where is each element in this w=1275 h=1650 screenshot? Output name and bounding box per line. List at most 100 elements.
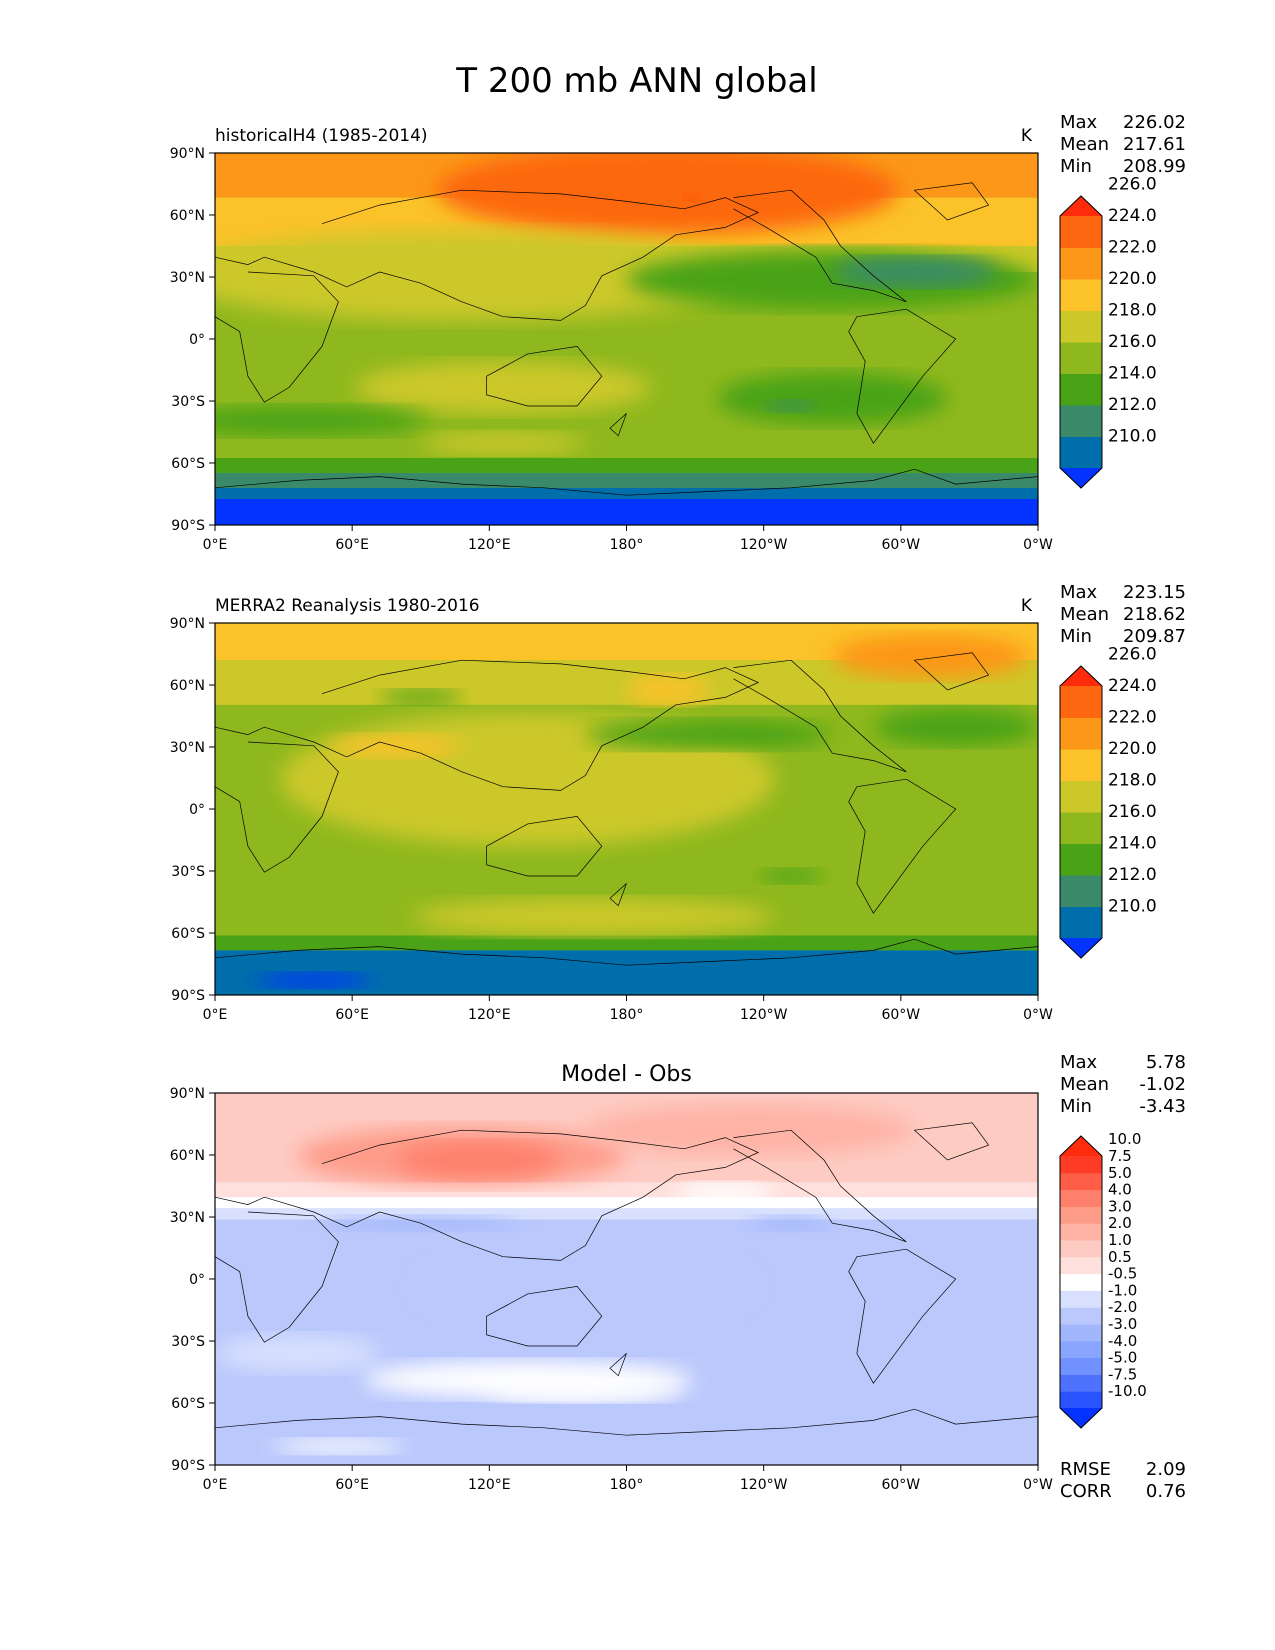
colorbar-label: 214.0 <box>1108 364 1157 384</box>
lat-tick-label: 60°N <box>170 208 205 224</box>
colorbar-label: 224.0 <box>1108 206 1157 226</box>
colorbar-extend-max <box>1060 1136 1102 1156</box>
colorbar-label: 216.0 <box>1108 332 1157 352</box>
field-blob <box>412 898 775 936</box>
coastline <box>609 1353 627 1377</box>
coastline <box>214 1211 339 1343</box>
colorbar-label: 216.0 <box>1108 802 1157 822</box>
colorbar-swatch <box>1060 1156 1102 1174</box>
colorbar-label: 220.0 <box>1108 269 1157 289</box>
field-blob <box>832 634 1030 679</box>
stat-value: 5.78 <box>1146 1052 1186 1073</box>
lon-tick-label: 0°W <box>1023 1007 1053 1023</box>
colorbar: -10.0-7.5-5.0-4.0-3.0-2.0-1.0-0.50.51.02… <box>1059 1130 1147 1429</box>
field-blob <box>675 1182 775 1205</box>
lon-tick-label: 120°W <box>740 537 788 553</box>
stat-label: Max <box>1060 112 1098 133</box>
colorbar-label: -10.0 <box>1108 1382 1147 1400</box>
field-blob <box>215 1334 380 1372</box>
colorbar-swatch <box>1060 906 1102 939</box>
lon-tick-label: 0°W <box>1023 1477 1053 1493</box>
lat-tick-label: 90°N <box>170 1086 205 1102</box>
field-blob <box>437 153 899 235</box>
lat-tick-label: 0° <box>189 332 205 348</box>
colorbar-swatch <box>1060 1357 1102 1375</box>
colorbar-extend-min <box>1060 1408 1102 1428</box>
field-band <box>215 472 1038 488</box>
colorbar-label: 226.0 <box>1108 175 1157 195</box>
stat-label: Mean <box>1060 604 1109 625</box>
colorbar-label: 7.5 <box>1108 1147 1132 1165</box>
lat-tick-label: 90°S <box>171 988 205 1004</box>
colorbar-label: 222.0 <box>1108 238 1157 258</box>
lat-tick-label: 0° <box>189 1272 205 1288</box>
lat-tick-label: 60°N <box>170 678 205 694</box>
lat-tick-label: 90°N <box>170 146 205 162</box>
stat-label: Min <box>1060 1096 1092 1117</box>
field-band <box>215 950 1038 995</box>
colorbar-swatch <box>1060 1273 1102 1291</box>
colorbar-outline <box>1059 195 1103 489</box>
panel-title: MERRA2 Reanalysis 1980-2016 <box>215 596 480 616</box>
colorbar-swatch <box>1060 1256 1102 1275</box>
colorbar-label: -2.0 <box>1108 1298 1137 1316</box>
colorbar-label: -3.0 <box>1108 1315 1137 1333</box>
lon-tick-label: 0°E <box>203 537 228 553</box>
colorbar-label: 210.0 <box>1108 897 1157 917</box>
field-blob <box>758 868 825 884</box>
coastline <box>913 652 990 691</box>
lat-tick-label: 30°N <box>170 1210 205 1226</box>
coastlines <box>214 652 1039 966</box>
field-band <box>215 935 1038 951</box>
field-blob <box>330 734 462 757</box>
colorbar-label: 226.0 <box>1108 645 1157 665</box>
lon-tick-label: 0°E <box>203 1477 228 1493</box>
field-band <box>215 1197 1038 1209</box>
stat-label: CORR <box>1060 1481 1112 1502</box>
lon-tick-label: 120°W <box>740 1477 788 1493</box>
stat-value: 218.62 <box>1123 604 1186 625</box>
coastline <box>486 816 603 877</box>
lon-tick-label: 180° <box>610 1477 644 1493</box>
colorbar-swatch <box>1060 686 1102 718</box>
lon-tick-label: 60°E <box>335 1477 369 1493</box>
stat-label: Mean <box>1060 1074 1109 1095</box>
field-band <box>215 1208 1038 1220</box>
colorbar-label: 2.0 <box>1108 1214 1132 1232</box>
colorbar-swatch <box>1060 279 1102 311</box>
colorbar-swatch <box>1060 1206 1102 1224</box>
lon-tick-label: 60°E <box>335 1007 369 1023</box>
lat-tick-label: 60°S <box>171 456 205 472</box>
field-blob <box>354 361 652 414</box>
colorbar-label: -1.0 <box>1108 1281 1137 1299</box>
colorbar-label: 210.0 <box>1108 427 1157 447</box>
field-blob <box>585 719 833 750</box>
lat-tick-label: 30°S <box>171 394 205 410</box>
lon-tick-label: 0°E <box>203 1007 228 1023</box>
lon-tick-label: 120°E <box>468 537 511 553</box>
coastline <box>214 468 1039 496</box>
field-blob <box>684 193 701 202</box>
stat-label: Mean <box>1060 134 1109 155</box>
stat-value: 209.87 <box>1123 626 1186 647</box>
lat-tick-label: 30°N <box>170 270 205 286</box>
field-blob <box>215 231 750 321</box>
colorbar-label: 10.0 <box>1108 1130 1141 1148</box>
coastline <box>848 308 957 444</box>
coastlines <box>214 1122 1039 1436</box>
stat-value: -1.02 <box>1139 1074 1186 1095</box>
lat-tick-label: 30°S <box>171 1334 205 1350</box>
colorbar-label: 212.0 <box>1108 395 1157 415</box>
colorbar-swatch <box>1060 1391 1102 1409</box>
lat-tick-label: 90°N <box>170 616 205 632</box>
colorbar-swatch <box>1060 812 1102 844</box>
lon-tick-label: 60°E <box>335 537 369 553</box>
colorbar-label: -7.5 <box>1108 1365 1137 1383</box>
colorbar-swatch <box>1060 216 1102 248</box>
colorbar-label: 1.0 <box>1108 1231 1132 1249</box>
colorbar-label: -4.0 <box>1108 1332 1137 1350</box>
field-layer <box>215 623 1038 995</box>
field-blob <box>717 372 948 425</box>
field-blob <box>832 257 997 287</box>
field-blob <box>749 1215 833 1231</box>
